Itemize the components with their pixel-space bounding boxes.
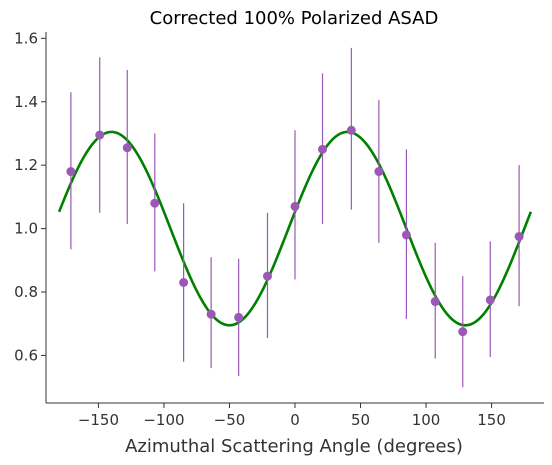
data-point xyxy=(374,167,384,177)
y-tick-label: 1.6 xyxy=(14,29,38,47)
y-tick-label: 1.0 xyxy=(14,220,38,238)
x-tick-label: −100 xyxy=(143,411,184,429)
data-point xyxy=(206,309,216,319)
data-point xyxy=(346,125,356,135)
data-point xyxy=(122,143,132,153)
data-point xyxy=(318,144,328,154)
data-point xyxy=(262,271,272,281)
x-tick-label: −50 xyxy=(214,411,246,429)
data-point xyxy=(150,198,160,208)
y-tick-label: 1.2 xyxy=(14,156,38,174)
error-bars-layer xyxy=(70,47,520,388)
data-point xyxy=(430,297,440,307)
y-ticks: 0.6 0.8 1.0 1.2 1.4 1.6 xyxy=(14,29,46,364)
x-axis-label: Azimuthal Scattering Angle (degrees) xyxy=(125,436,463,457)
y-tick-label: 0.6 xyxy=(14,346,38,364)
chart-title: Corrected 100% Polarized ASAD xyxy=(150,8,439,29)
data-point xyxy=(95,130,105,140)
data-point xyxy=(514,232,524,242)
data-point xyxy=(290,201,300,211)
y-tick-label: 0.8 xyxy=(14,283,38,301)
x-tick-label: 150 xyxy=(477,411,506,429)
x-tick-label: 100 xyxy=(412,411,441,429)
data-point xyxy=(458,327,468,337)
data-point xyxy=(401,230,411,240)
y-tick-label: 1.4 xyxy=(14,93,38,111)
data-point xyxy=(485,295,495,305)
x-ticks: −150 −100 −50 0 50 100 150 xyxy=(78,403,506,429)
x-tick-label: −150 xyxy=(78,411,119,429)
data-point xyxy=(179,278,189,288)
data-point xyxy=(234,312,244,322)
data-point xyxy=(66,167,76,177)
x-tick-label: 50 xyxy=(351,411,370,429)
data-points-layer xyxy=(66,125,524,337)
x-tick-label: 0 xyxy=(290,411,300,429)
